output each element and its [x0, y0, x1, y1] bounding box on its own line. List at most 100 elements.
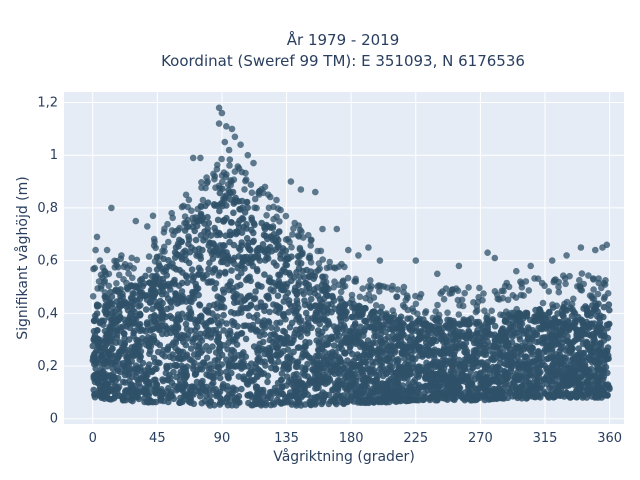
data-point — [264, 255, 272, 262]
data-point — [544, 393, 552, 401]
data-point — [562, 328, 570, 335]
data-point — [96, 257, 104, 264]
data-point — [241, 186, 248, 193]
data-point — [219, 178, 226, 186]
data-point — [180, 295, 187, 303]
data-point — [248, 366, 255, 374]
data-point — [240, 375, 247, 383]
data-point — [362, 305, 369, 312]
data-point — [115, 383, 123, 391]
data-point — [90, 327, 98, 335]
data-point — [422, 371, 430, 378]
data-point — [306, 252, 314, 260]
data-point — [412, 292, 419, 300]
data-point — [92, 246, 99, 254]
data-point — [188, 390, 196, 398]
y-tick-label: 0 — [50, 412, 58, 427]
data-point — [362, 397, 369, 404]
data-point — [339, 283, 347, 291]
data-point — [317, 391, 325, 399]
data-point — [203, 343, 210, 350]
data-point — [385, 354, 393, 362]
data-point — [159, 247, 166, 255]
data-point — [503, 338, 510, 346]
data-point — [126, 313, 134, 320]
data-point — [350, 398, 358, 405]
chart-title-line-1: År 1979 - 2019 — [287, 30, 400, 49]
data-point — [290, 383, 298, 391]
data-point — [313, 284, 321, 291]
data-point — [233, 291, 240, 298]
data-point — [267, 394, 275, 402]
data-point — [261, 271, 268, 278]
data-point — [283, 255, 291, 263]
data-point — [534, 275, 542, 283]
data-point — [262, 362, 269, 369]
data-point — [576, 282, 583, 290]
data-point — [162, 291, 170, 298]
data-point — [108, 293, 116, 301]
data-point — [224, 331, 232, 338]
data-point — [206, 259, 213, 267]
data-point — [407, 315, 414, 322]
data-point — [113, 334, 121, 342]
data-point — [220, 311, 227, 319]
data-point — [279, 267, 286, 275]
data-point — [254, 252, 262, 259]
data-point — [523, 395, 530, 402]
data-point — [368, 396, 376, 404]
data-point — [128, 344, 136, 351]
data-point — [505, 319, 512, 327]
data-point — [189, 214, 196, 222]
data-point — [195, 271, 202, 279]
data-point — [302, 309, 310, 317]
data-point — [440, 295, 448, 303]
data-point — [239, 304, 247, 312]
data-point — [257, 299, 265, 306]
data-point — [465, 284, 472, 291]
data-point — [494, 295, 502, 303]
data-point — [474, 307, 481, 314]
data-point — [162, 369, 170, 377]
data-point — [528, 344, 535, 352]
data-point — [437, 350, 444, 358]
data-point — [319, 273, 326, 281]
data-point — [317, 373, 324, 380]
data-point — [326, 377, 334, 384]
data-point — [277, 376, 285, 384]
data-point — [305, 379, 313, 387]
data-point — [573, 387, 581, 394]
data-point — [291, 219, 299, 227]
data-point — [440, 370, 448, 377]
data-point — [495, 394, 503, 402]
data-point — [238, 351, 246, 358]
data-point — [517, 291, 525, 299]
data-point — [314, 247, 322, 255]
data-point — [290, 371, 298, 379]
data-point — [353, 377, 360, 385]
data-point — [454, 296, 462, 304]
data-point — [268, 388, 275, 396]
data-point — [293, 363, 301, 371]
data-point — [548, 257, 556, 264]
data-point — [439, 357, 446, 364]
data-point — [367, 297, 374, 304]
data-point — [365, 244, 372, 251]
data-point — [587, 312, 594, 320]
data-point — [331, 278, 338, 286]
data-point — [576, 380, 584, 388]
data-point — [199, 196, 207, 204]
data-point — [187, 308, 195, 316]
data-point — [111, 319, 118, 327]
data-point — [605, 301, 613, 308]
y-tick-label: 1,2 — [37, 96, 58, 111]
data-point — [159, 377, 167, 385]
data-point — [298, 324, 305, 332]
data-point — [363, 364, 371, 372]
data-point — [195, 251, 202, 258]
data-point — [365, 291, 373, 298]
data-point — [304, 330, 311, 337]
data-point — [170, 395, 178, 403]
data-point — [211, 401, 218, 409]
data-point — [583, 338, 590, 346]
